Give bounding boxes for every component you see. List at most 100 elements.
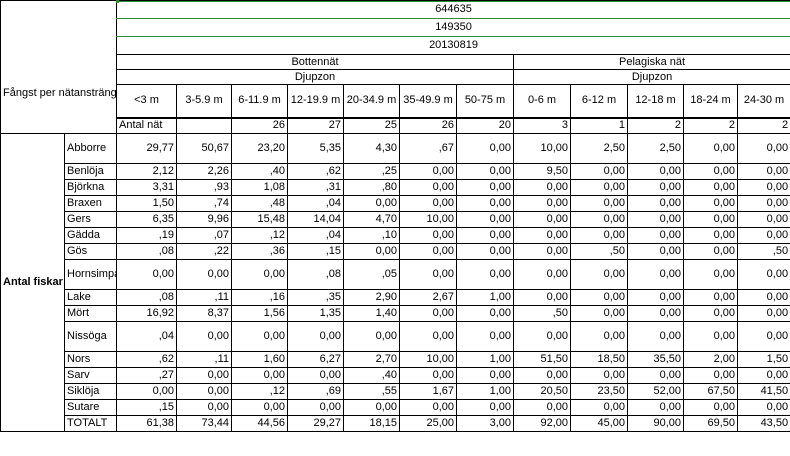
species-value: 0,00 bbox=[287, 367, 344, 384]
species-name: Nissöga bbox=[64, 321, 117, 352]
zone-header: 0-6 m bbox=[513, 84, 571, 118]
species-value: 0,00 bbox=[231, 259, 288, 290]
species-value: 92,00 bbox=[513, 415, 571, 432]
species-value: ,50 bbox=[736, 243, 790, 260]
species-value: 0,00 bbox=[736, 133, 790, 164]
species-value: 1,00 bbox=[456, 289, 514, 306]
header-date: 20130819 bbox=[115, 36, 790, 55]
species-value: 0,00 bbox=[627, 259, 684, 290]
species-value: 0,00 bbox=[399, 163, 457, 180]
species-value: 0,00 bbox=[736, 179, 790, 196]
zone-header: 3-5.9 m bbox=[176, 84, 232, 118]
species-value: 0,00 bbox=[116, 383, 177, 400]
species-value: 0,00 bbox=[399, 321, 457, 352]
corner-cell bbox=[0, 0, 117, 19]
species-value: 0,00 bbox=[736, 321, 790, 352]
species-value: 0,00 bbox=[683, 163, 738, 180]
species-value: ,69 bbox=[287, 383, 344, 400]
zone-header: 50-75 m bbox=[456, 84, 514, 118]
antal-nat-label: Antal nät bbox=[116, 116, 177, 134]
species-value: 50,67 bbox=[176, 133, 232, 164]
species-value: 0,00 bbox=[736, 399, 790, 416]
species-value: ,07 bbox=[176, 227, 232, 244]
species-value: 2,50 bbox=[570, 133, 628, 164]
species-row: Lake ,08,11,16,35 2,90 2,67 1,00 0,00 0,00 0,00… bbox=[1, 289, 790, 306]
species-row: Antal fiskar Abborre 29,77 50,67 23,20 5,35 4,… bbox=[0, 133, 790, 432]
species-value: 0,00 bbox=[683, 289, 738, 306]
species-value: 23,50 bbox=[570, 383, 628, 400]
species-value: 0,00 bbox=[456, 179, 514, 196]
species-value: 0,00 bbox=[736, 259, 790, 290]
species-row: Sutare ,15 0,00 0,00 0,00 0,00 0,00 0,00 0,00 0,0… bbox=[1, 399, 790, 416]
species-value: 4,70 bbox=[343, 211, 400, 228]
species-value: 73,44 bbox=[176, 415, 232, 432]
corner-cell bbox=[0, 36, 117, 55]
species-value: 0,00 bbox=[456, 305, 514, 322]
species-value: 1,40 bbox=[343, 305, 400, 322]
species-value: 10,00 bbox=[399, 351, 457, 368]
species-value: 0,00 bbox=[683, 399, 738, 416]
species-value: 0,00 bbox=[456, 163, 514, 180]
species-value: 0,00 bbox=[570, 163, 628, 180]
depth-label-pelagic: Djupzon bbox=[512, 69, 790, 85]
species-value: 14,04 bbox=[287, 211, 344, 228]
species-value: ,40 bbox=[231, 163, 288, 180]
species-value: 0,00 bbox=[683, 133, 738, 164]
row-label-header: Fångst per nätansträngning och djupzona bbox=[0, 54, 117, 134]
species-value: ,62 bbox=[116, 351, 177, 368]
species-value: 0,00 bbox=[570, 211, 628, 228]
species-name: Benlöja bbox=[64, 163, 117, 180]
zone-header: 6-11.9 m bbox=[231, 84, 288, 118]
species-value: ,25 bbox=[343, 163, 400, 180]
species-value: 0,00 bbox=[736, 227, 790, 244]
species-value: 0,00 bbox=[627, 289, 684, 306]
species-value: 0,00 bbox=[683, 227, 738, 244]
species-value: 2,00 bbox=[683, 351, 738, 368]
species-name: Sarv bbox=[64, 367, 117, 384]
species-value: ,36 bbox=[231, 243, 288, 260]
species-value: 0,00 bbox=[176, 367, 232, 384]
species-value: ,27 bbox=[116, 367, 177, 384]
species-value: 0,00 bbox=[456, 367, 514, 384]
species-value: 18,15 bbox=[343, 415, 400, 432]
species-value: 9,50 bbox=[513, 163, 571, 180]
species-value: 0,00 bbox=[570, 305, 628, 322]
header-id1: 644635 bbox=[115, 0, 790, 19]
antal-nat-value: 26 bbox=[231, 116, 288, 134]
species-value: 0,00 bbox=[399, 179, 457, 196]
species-value: ,12 bbox=[231, 227, 288, 244]
species-value: 0,00 bbox=[570, 289, 628, 306]
species-value: ,67 bbox=[399, 133, 457, 164]
species-name: Nors bbox=[64, 351, 117, 368]
species-value: 67,50 bbox=[683, 383, 738, 400]
species-value: 0,00 bbox=[456, 133, 514, 164]
species-value: 0,00 bbox=[343, 399, 400, 416]
species-value: 0,00 bbox=[176, 321, 232, 352]
species-value: 1,60 bbox=[231, 351, 288, 368]
species-value: 0,00 bbox=[399, 367, 457, 384]
species-value: 35,50 bbox=[627, 351, 684, 368]
species-value: 0,00 bbox=[570, 399, 628, 416]
species-value: 1,56 bbox=[231, 305, 288, 322]
species-value: 0,00 bbox=[513, 399, 571, 416]
species-value: ,80 bbox=[343, 179, 400, 196]
header-id2: 149350 bbox=[115, 18, 790, 37]
species-value: 0,00 bbox=[513, 195, 571, 212]
species-row: Braxen 1,50,74,48,04 0,00 0,00 0,00 0,00 0,00 0… bbox=[1, 195, 790, 212]
species-value: 0,00 bbox=[456, 195, 514, 212]
species-value: 0,00 bbox=[683, 305, 738, 322]
species-value: ,31 bbox=[287, 179, 344, 196]
species-value: 0,00 bbox=[627, 195, 684, 212]
zone-header: 12-19.9 m bbox=[287, 84, 344, 118]
species-value: 20,50 bbox=[513, 383, 571, 400]
species-value: 0,00 bbox=[736, 289, 790, 306]
species-name: Siklöja bbox=[64, 383, 117, 400]
species-value: 41,50 bbox=[736, 383, 790, 400]
species-value: 0,00 bbox=[570, 321, 628, 352]
species-value: 0,00 bbox=[399, 305, 457, 322]
species-value: 0,00 bbox=[456, 259, 514, 290]
species-value: 6,35 bbox=[116, 211, 177, 228]
species-value: 1,67 bbox=[399, 383, 457, 400]
species-value: ,50 bbox=[570, 243, 628, 260]
